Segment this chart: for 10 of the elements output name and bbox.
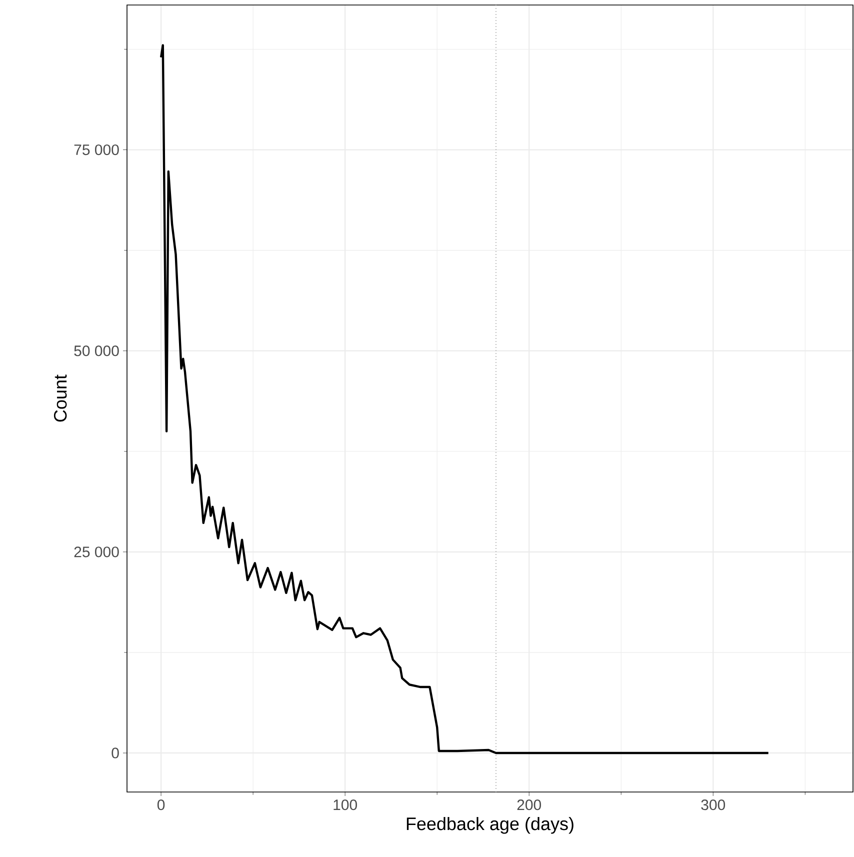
y-tick-label: 0 <box>112 748 119 758</box>
x-tick-label: 300 <box>701 800 726 810</box>
x-tick-label: 100 <box>334 800 357 810</box>
y-tick-label: 75 000 <box>74 144 119 156</box>
x-tick-label: 0 <box>157 800 165 810</box>
y-tick-label: 25 000 <box>74 546 119 558</box>
y-tick-label: 50 000 <box>74 346 119 356</box>
x-tick-label: 200 <box>517 800 542 810</box>
x-axis-title: Feedback age (days) <box>406 817 574 834</box>
y-axis-title: Count <box>54 374 67 422</box>
